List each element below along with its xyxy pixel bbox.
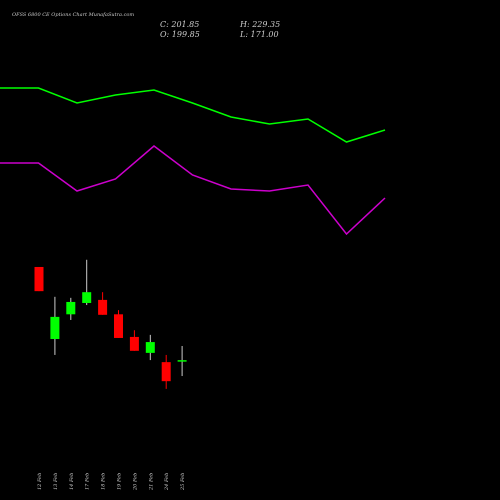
- x-tick-label: 20 Feb: [132, 473, 138, 491]
- x-tick-label: 12 Feb: [37, 473, 43, 490]
- candle-body: [98, 299, 108, 315]
- high-label: H: 229.35: [239, 20, 280, 29]
- indicator-line: [0, 87, 386, 143]
- x-tick-label: 21 Feb: [148, 473, 154, 491]
- candle-body: [114, 314, 123, 338]
- x-tick-label: 24 Feb: [164, 473, 170, 491]
- candle-body: [34, 266, 44, 292]
- close-label: C: 201.85: [160, 20, 199, 29]
- candle-body: [50, 316, 60, 339]
- x-tick-label: 25 Feb: [180, 473, 186, 491]
- candle-body: [82, 292, 92, 303]
- candle-body: [129, 336, 139, 351]
- x-tick-label: 17 Feb: [85, 473, 91, 490]
- x-tick-label: 14 Feb: [69, 473, 75, 490]
- x-tick-label: 19 Feb: [117, 473, 123, 490]
- x-tick-label: 18 Feb: [101, 473, 107, 490]
- open-label: O: 199.85: [160, 30, 200, 39]
- low-label: L: 171.00: [239, 30, 279, 39]
- chart-title: OFSS 6800 CE Options Chart MunafaSutra.c…: [12, 12, 134, 18]
- indicator-line: [0, 145, 386, 236]
- candle-body: [66, 301, 76, 315]
- candle-body: [161, 362, 171, 382]
- candle-body: [177, 360, 187, 362]
- candle-body: [145, 342, 155, 353]
- x-tick-label: 13 Feb: [53, 473, 59, 490]
